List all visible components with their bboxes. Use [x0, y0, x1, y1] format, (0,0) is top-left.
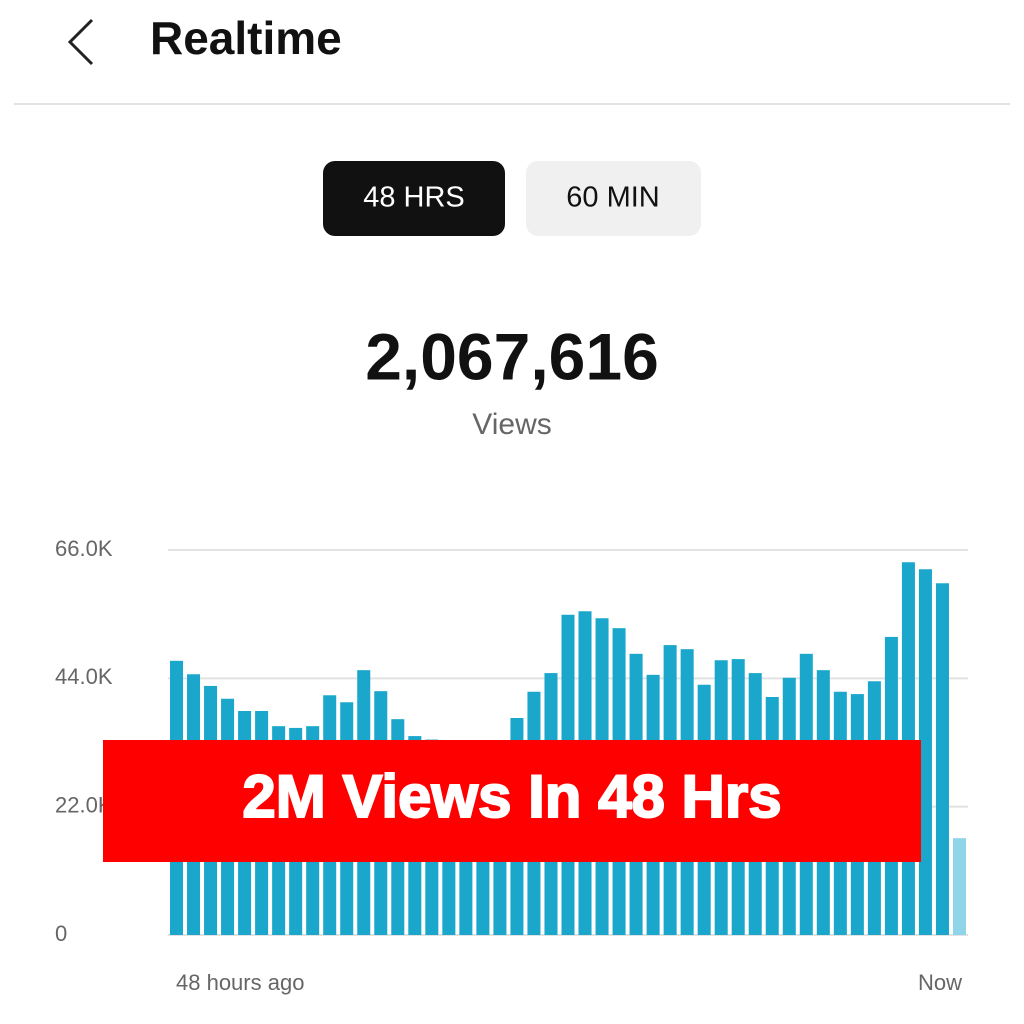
tab-label[interactable]: 60 MIN — [566, 182, 659, 214]
bar — [935, 583, 949, 935]
y-tick-label: 0 — [55, 921, 67, 946]
back-button[interactable] — [67, 18, 94, 66]
tab-active[interactable] — [323, 161, 505, 236]
tab[interactable] — [526, 161, 701, 236]
total-label: Views — [472, 408, 551, 441]
x-tick-label: 48 hours ago — [176, 970, 304, 995]
tab-label[interactable]: 48 HRS — [363, 182, 465, 214]
banner — [103, 740, 921, 862]
y-tick-label: 44.0K — [55, 664, 113, 689]
bar — [918, 569, 932, 935]
banner-text: 2M Views In 48 Hrs — [242, 763, 781, 830]
x-tick-label: Now — [918, 970, 962, 995]
bar — [952, 838, 966, 935]
total-views: 2,067,616 — [365, 319, 659, 393]
page-title: Realtime — [150, 12, 342, 64]
y-tick-label: 66.0K — [55, 536, 113, 561]
